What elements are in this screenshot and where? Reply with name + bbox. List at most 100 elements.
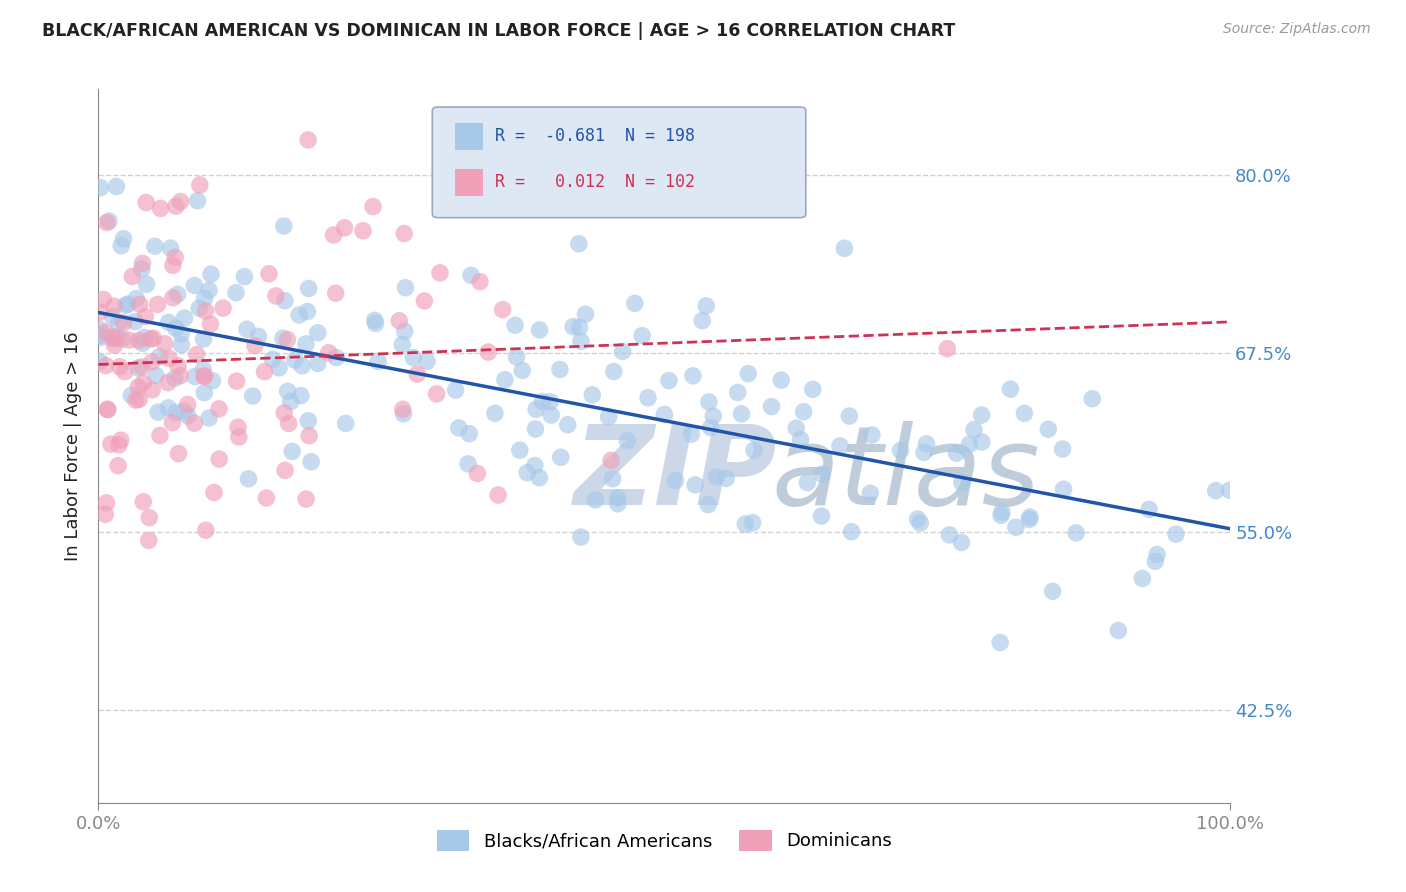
Point [94, 508, 117, 522]
Point [166, 287, 188, 301]
Point [509, 443, 531, 458]
Point [1144, 554, 1167, 568]
Point [156, 376, 179, 390]
Point [284, 353, 307, 368]
Point [165, 251, 187, 265]
Point [699, 420, 721, 434]
Point [637, 391, 659, 405]
Point [457, 457, 479, 471]
Point [193, 369, 215, 384]
Point [936, 342, 959, 356]
Point [516, 466, 538, 480]
Point [486, 488, 509, 502]
Point [1107, 624, 1129, 638]
Point [325, 286, 347, 301]
Point [426, 387, 449, 401]
Point [1137, 502, 1160, 516]
Point [125, 292, 148, 306]
Point [243, 338, 266, 352]
Point [157, 401, 180, 415]
Point [612, 344, 634, 359]
Point [714, 471, 737, 485]
Point [828, 439, 851, 453]
Point [110, 433, 132, 447]
Point [361, 200, 384, 214]
Point [194, 304, 217, 318]
Point [101, 332, 124, 346]
Point [132, 376, 155, 391]
Point [89, 354, 111, 368]
Point [121, 269, 143, 284]
Text: atlas: atlas [772, 421, 1040, 528]
Point [128, 297, 150, 311]
Point [664, 474, 686, 488]
Point [125, 393, 148, 408]
Point [167, 359, 190, 373]
Point [146, 405, 169, 419]
FancyBboxPatch shape [432, 107, 806, 218]
Point [277, 384, 299, 399]
Point [730, 407, 752, 421]
Point [162, 291, 184, 305]
Bar [456, 123, 484, 150]
Point [681, 427, 703, 442]
Point [295, 491, 318, 506]
Point [1219, 483, 1241, 498]
Point [200, 317, 222, 331]
Point [198, 411, 221, 425]
Point [264, 289, 287, 303]
Point [1018, 512, 1040, 526]
Point [94, 359, 117, 373]
Point [364, 317, 387, 331]
Point [970, 408, 993, 422]
Point [793, 405, 815, 419]
Point [683, 478, 706, 492]
Point [298, 281, 321, 295]
Point [247, 329, 270, 343]
Legend: Blacks/African Americans, Dominicans: Blacks/African Americans, Dominicans [430, 822, 898, 858]
Point [104, 338, 127, 352]
Point [90, 330, 112, 344]
Point [970, 435, 993, 450]
Point [367, 354, 389, 368]
Point [789, 433, 811, 447]
Point [193, 362, 215, 376]
Point [1064, 525, 1087, 540]
Text: BLACK/AFRICAN AMERICAN VS DOMINICAN IN LABOR FORCE | AGE > 16 CORRELATION CHART: BLACK/AFRICAN AMERICAN VS DOMINICAN IN L… [42, 22, 956, 40]
Point [108, 359, 131, 374]
Point [727, 385, 749, 400]
Point [157, 351, 180, 366]
Point [90, 180, 112, 194]
Text: ZIP: ZIP [574, 421, 778, 528]
Point [494, 373, 516, 387]
Point [149, 428, 172, 442]
Point [298, 428, 321, 442]
Point [690, 313, 713, 327]
Point [912, 445, 935, 459]
Point [963, 423, 986, 437]
Point [142, 331, 165, 345]
Point [1146, 548, 1168, 562]
Point [468, 275, 491, 289]
Point [134, 310, 156, 324]
Point [274, 463, 297, 477]
Point [186, 348, 208, 362]
Point [157, 315, 180, 329]
Point [616, 434, 638, 448]
Point [907, 512, 929, 526]
Point [322, 227, 344, 242]
Point [87, 328, 110, 343]
Point [267, 360, 290, 375]
Point [141, 383, 163, 397]
Point [908, 516, 931, 530]
Point [188, 178, 211, 192]
Point [127, 361, 149, 376]
Point [581, 388, 603, 402]
Point [291, 359, 314, 373]
Point [297, 414, 319, 428]
Point [202, 485, 225, 500]
Point [257, 267, 280, 281]
Point [233, 269, 256, 284]
Point [183, 416, 205, 430]
Point [325, 351, 347, 365]
